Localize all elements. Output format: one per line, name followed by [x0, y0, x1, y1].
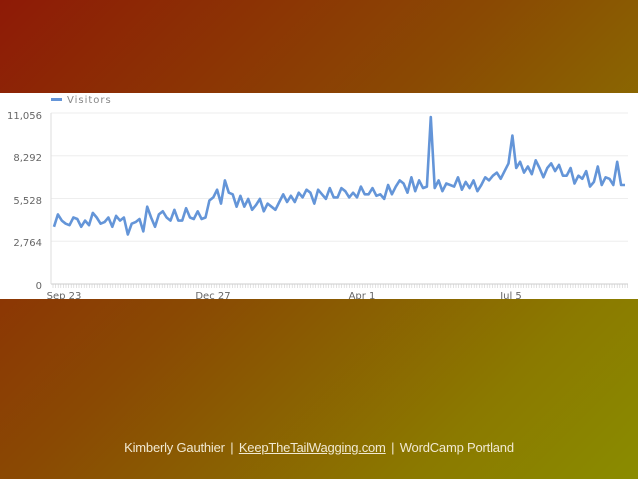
- y-tick-label: 11,056: [7, 111, 42, 122]
- footer-separator: |: [230, 440, 234, 455]
- x-tick-label: Sep 23: [47, 291, 82, 299]
- footer-separator: |: [391, 440, 395, 455]
- chart-legend[interactable]: Visitors: [51, 95, 112, 106]
- x-tick-label: Apr 1: [349, 291, 376, 299]
- x-tick-label: Dec 27: [195, 291, 230, 299]
- legend-swatch-visitors: [51, 98, 62, 101]
- x-axis-labels: Sep 23 Dec 27 Apr 1 Jul 5: [47, 291, 522, 299]
- grid-lines: [50, 112, 628, 285]
- y-tick-label: 8,292: [13, 153, 42, 164]
- x-axis-tick-marks: [52, 284, 628, 288]
- y-axis-labels: 0 2,764 5,528 8,292 11,056: [7, 111, 42, 292]
- series-visitors[interactable]: [52, 115, 625, 236]
- legend-label-visitors[interactable]: Visitors: [67, 95, 112, 106]
- blog-link[interactable]: KeepTheTailWagging.com: [238, 440, 386, 455]
- y-tick-label: 2,764: [13, 238, 42, 249]
- event-name: WordCamp Portland: [399, 440, 514, 455]
- x-tick-label: Jul 5: [499, 291, 522, 299]
- visitors-line-chart: Visitors 0 2,764 5,528 8,292 11,056 Sep …: [7, 95, 628, 299]
- y-tick-label: 0: [36, 281, 42, 292]
- y-tick-label: 5,528: [13, 196, 42, 207]
- slide-footer: Kimberly Gauthier | KeepTheTailWagging.c…: [0, 440, 638, 455]
- visitors-line[interactable]: [52, 115, 625, 236]
- visitors-chart-panel: Visitors 0 2,764 5,528 8,292 11,056 Sep …: [0, 93, 638, 299]
- author-name: Kimberly Gauthier: [124, 440, 225, 455]
